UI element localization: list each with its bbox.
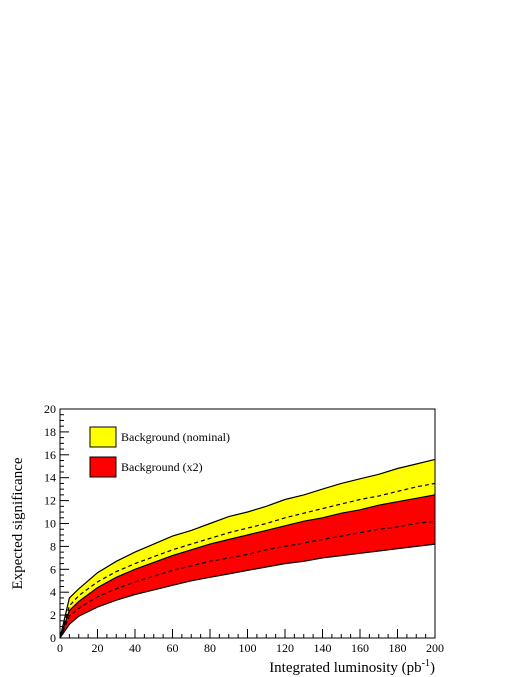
x-tick-label: 140	[314, 641, 332, 655]
y-tick-label: 6	[50, 562, 56, 576]
series-0-upper-edge	[59, 458, 436, 639]
series-0-central-line	[59, 482, 436, 639]
x-tick-label: 180	[389, 641, 407, 655]
y-tick-label: 16	[44, 448, 56, 462]
y-tick-label: 12	[44, 494, 56, 508]
legend-swatch	[89, 426, 117, 448]
legend-label: Background (x2)	[121, 460, 203, 474]
y-tick-label: 10	[44, 517, 56, 531]
x-tick-label: 80	[204, 641, 216, 655]
x-tick-label: 160	[351, 641, 369, 655]
y-axis-title: Expected significance	[10, 457, 26, 589]
y-tick-label: 20	[44, 402, 56, 416]
legend-swatch	[89, 456, 117, 478]
y-tick-label: 4	[50, 585, 56, 599]
x-tick-label: 40	[129, 641, 141, 655]
y-tick-label: 2	[50, 608, 56, 622]
x-tick-label: 0	[57, 641, 63, 655]
x-tick-label: 60	[167, 641, 179, 655]
legend: Background (nominal) Background (x2)	[89, 426, 230, 478]
series-1-central-line	[59, 520, 436, 639]
series-1-upper-edge	[59, 494, 436, 639]
x-axis-title-superscript: -1	[422, 658, 430, 669]
y-tick-label: 0	[50, 631, 56, 645]
x-tick-label: 120	[276, 641, 294, 655]
y-tick-label: 8	[50, 539, 56, 553]
x-axis-title: Integrated luminosity (pb-1)	[269, 658, 435, 676]
bands-layer	[59, 458, 436, 639]
series-1-band	[60, 494, 435, 638]
legend-label: Background (nominal)	[121, 430, 230, 444]
x-tick-label: 20	[92, 641, 104, 655]
x-tick-label: 100	[239, 641, 257, 655]
x-tick-label: 200	[426, 641, 444, 655]
y-tick-label: 14	[44, 471, 56, 485]
axis-ticks: 0 20 40 60 80 100 120 140 160 180 200 0 2 4 6 8 10 12 14 16…	[44, 402, 444, 655]
x-axis-title-main: Integrated luminosity (pb	[269, 660, 421, 676]
series-1-lower-edge	[59, 543, 436, 639]
y-tick-label: 18	[44, 425, 56, 439]
x-axis-title-close: )	[430, 660, 435, 676]
